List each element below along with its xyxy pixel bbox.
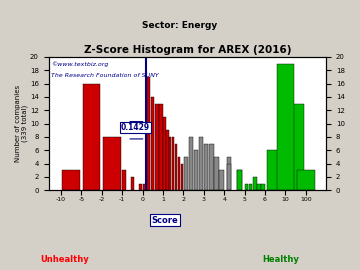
Text: ©www.textbiz.org: ©www.textbiz.org (51, 61, 109, 66)
Bar (194, 150, 198, 190)
Bar (245, 184, 248, 190)
Bar (199, 137, 203, 190)
Bar (147, 77, 150, 190)
Bar (159, 104, 163, 190)
Text: 0.1429: 0.1429 (121, 123, 150, 132)
Bar (166, 130, 168, 190)
Bar (237, 170, 242, 190)
Text: Score: Score (152, 216, 179, 225)
Bar (204, 144, 208, 190)
Bar (287, 104, 304, 190)
Bar (163, 117, 166, 190)
Bar (151, 97, 154, 190)
Bar (169, 137, 171, 190)
Bar (214, 157, 219, 190)
Text: Healthy: Healthy (262, 255, 299, 264)
Bar (184, 157, 188, 190)
Bar (237, 170, 242, 190)
Bar (103, 137, 121, 190)
Bar (131, 177, 134, 190)
Bar (175, 144, 177, 190)
Bar (139, 184, 142, 190)
Bar (253, 177, 257, 190)
Bar (181, 164, 183, 190)
Bar (277, 63, 294, 190)
Bar (83, 83, 100, 190)
Text: Sector: Energy: Sector: Energy (142, 21, 218, 30)
Text: The Research Foundation of SUNY: The Research Foundation of SUNY (51, 73, 159, 78)
Bar (266, 150, 284, 190)
Bar (189, 137, 193, 190)
Y-axis label: Number of companies
(339 total): Number of companies (339 total) (15, 85, 28, 162)
Title: Z-Score Histogram for AREX (2016): Z-Score Histogram for AREX (2016) (84, 45, 291, 55)
Bar (220, 170, 224, 190)
Bar (227, 157, 231, 190)
Text: Unhealthy: Unhealthy (40, 255, 89, 264)
Bar (209, 144, 213, 190)
Bar (62, 170, 80, 190)
Bar (249, 184, 252, 190)
Bar (143, 184, 146, 190)
Bar (172, 137, 174, 190)
Bar (257, 184, 261, 190)
Bar (297, 170, 315, 190)
Bar (227, 164, 231, 190)
Bar (178, 157, 180, 190)
Bar (122, 170, 126, 190)
Bar (155, 104, 158, 190)
Bar (261, 184, 265, 190)
